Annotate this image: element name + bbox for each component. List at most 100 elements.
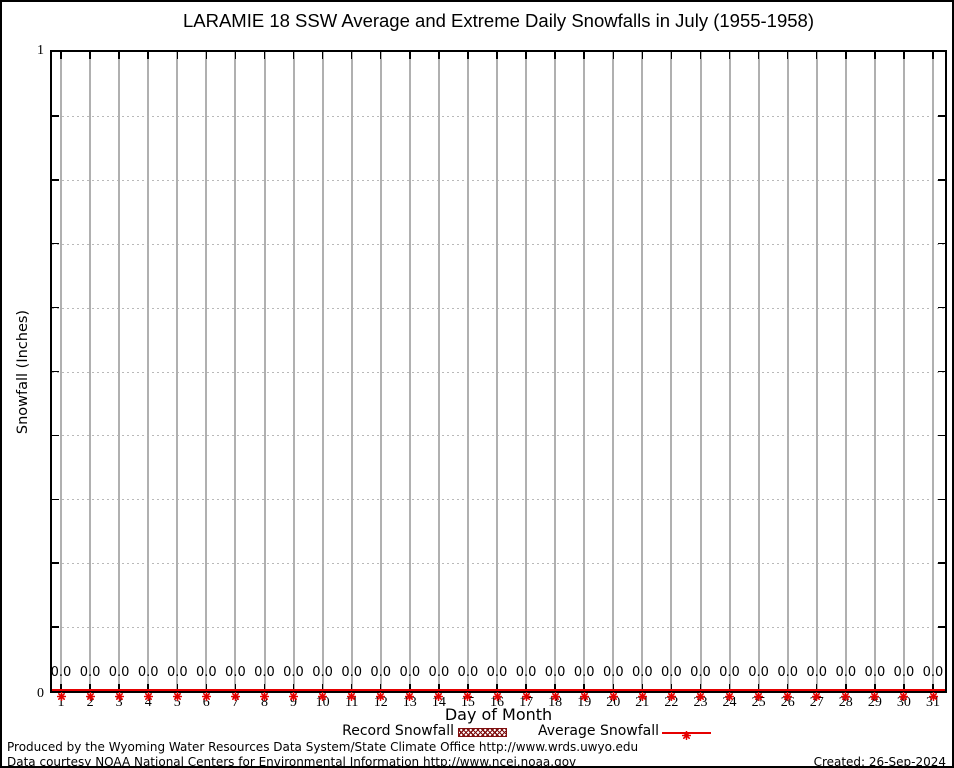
value-label: 0.0 (195, 665, 217, 680)
v-gridline (205, 52, 208, 691)
x-tick-label: 19 (577, 695, 592, 710)
value-label: 0.0 (544, 665, 566, 680)
value-label: 0.0 (602, 665, 624, 680)
x-tick-label: 13 (402, 695, 417, 710)
x-axis-title: Day of Month (444, 705, 553, 724)
x-axis-tick (496, 52, 498, 59)
y-axis-tick (52, 498, 59, 501)
average-snowfall-line (52, 689, 945, 691)
x-tick-label: 16 (490, 695, 504, 710)
value-label: 0.0 (399, 665, 421, 680)
average-point-marker (114, 686, 124, 701)
v-gridline (728, 52, 731, 691)
average-point-marker (492, 686, 502, 701)
x-axis-tick (728, 684, 731, 691)
x-axis-tick (321, 684, 324, 691)
x-axis-tick (525, 684, 527, 691)
x-axis-tick (467, 52, 469, 59)
x-axis-tick (932, 52, 934, 59)
average-point-marker (753, 686, 764, 701)
footer-producer-text: Produced by the Wyoming Water Resources … (7, 740, 639, 754)
x-axis-tick (350, 52, 353, 59)
v-gridline (815, 52, 818, 691)
average-point-marker (463, 686, 473, 701)
h-gridline (52, 307, 945, 309)
value-label: 0.0 (806, 665, 828, 680)
x-tick-label: 24 (722, 695, 737, 710)
record-snowfall-swatch-icon (458, 728, 507, 737)
y-axis-tick (938, 498, 945, 501)
h-gridline (52, 627, 945, 629)
value-label: 0.0 (748, 665, 769, 680)
average-point-marker (783, 686, 793, 701)
v-gridline (670, 52, 673, 691)
footer-courtesy-text: Data courtesy NOAA National Centers for … (7, 755, 577, 768)
average-point-marker (56, 686, 66, 701)
x-axis-tick (815, 52, 818, 59)
value-label: 0.0 (428, 665, 450, 680)
x-tick-label: 28 (838, 695, 853, 710)
y-axis-tick (52, 306, 59, 309)
x-axis-tick (554, 52, 556, 59)
x-tick-label: 4 (144, 695, 152, 710)
h-gridline (52, 371, 945, 373)
y-axis-tick (52, 115, 59, 117)
average-point-marker (405, 686, 415, 701)
x-tick-label: 29 (867, 695, 882, 710)
x-axis-tick (670, 52, 673, 59)
average-point-marker (608, 686, 618, 701)
average-point-marker (666, 686, 676, 701)
value-label: 0.0 (515, 665, 537, 680)
x-axis-tick (641, 52, 644, 59)
legend-record-label: Record Snowfall (342, 723, 454, 739)
x-axis-tick (583, 52, 585, 59)
y-axis-tick (938, 242, 945, 245)
x-axis-tick (292, 52, 295, 59)
average-snowfall-point-icon (681, 728, 692, 741)
value-label: 0.0 (166, 665, 188, 680)
x-axis-tick (438, 52, 440, 59)
average-point-marker (201, 686, 211, 701)
x-axis-tick (612, 52, 615, 59)
v-gridline (176, 52, 179, 691)
value-label: 0.0 (108, 665, 130, 680)
x-axis-tick (205, 52, 208, 59)
v-gridline (844, 52, 847, 691)
y-axis-tick (52, 562, 59, 564)
y-axis-tick (52, 242, 59, 245)
value-label: 0.0 (719, 665, 740, 680)
y-axis-tick (938, 370, 945, 373)
value-label: 0.0 (893, 665, 915, 680)
v-gridline (60, 52, 62, 691)
average-point-marker (143, 686, 153, 701)
y-axis-title: Snowfall (Inches) (15, 309, 31, 435)
x-axis-tick (496, 684, 498, 691)
value-label: 0.0 (50, 665, 72, 680)
x-axis-tick (60, 52, 62, 59)
average-point-marker (347, 686, 357, 701)
x-axis-tick (321, 52, 324, 59)
x-axis-tick (147, 52, 149, 59)
average-point-marker (172, 686, 182, 701)
y-axis-tick (52, 434, 59, 437)
average-point-marker (376, 686, 386, 701)
x-axis-tick (147, 684, 149, 691)
x-axis-tick (176, 684, 179, 691)
v-gridline (757, 52, 760, 691)
x-axis-tick (409, 684, 411, 691)
x-tick-label: 30 (896, 695, 911, 710)
x-axis-tick (89, 52, 91, 59)
y-tick-label-top: 1 (37, 43, 44, 58)
x-tick-label: 18 (548, 695, 563, 710)
v-gridline (554, 52, 557, 691)
x-tick-label: 17 (519, 695, 534, 710)
v-gridline (437, 52, 440, 691)
v-gridline (321, 52, 324, 691)
x-axis-tick (234, 52, 237, 59)
x-axis-tick (263, 52, 266, 59)
value-label: 0.0 (341, 665, 363, 680)
y-axis-tick (938, 626, 945, 628)
x-tick-label: 8 (261, 695, 268, 710)
x-axis-tick (786, 52, 789, 59)
x-tick-label: 2 (86, 695, 94, 710)
